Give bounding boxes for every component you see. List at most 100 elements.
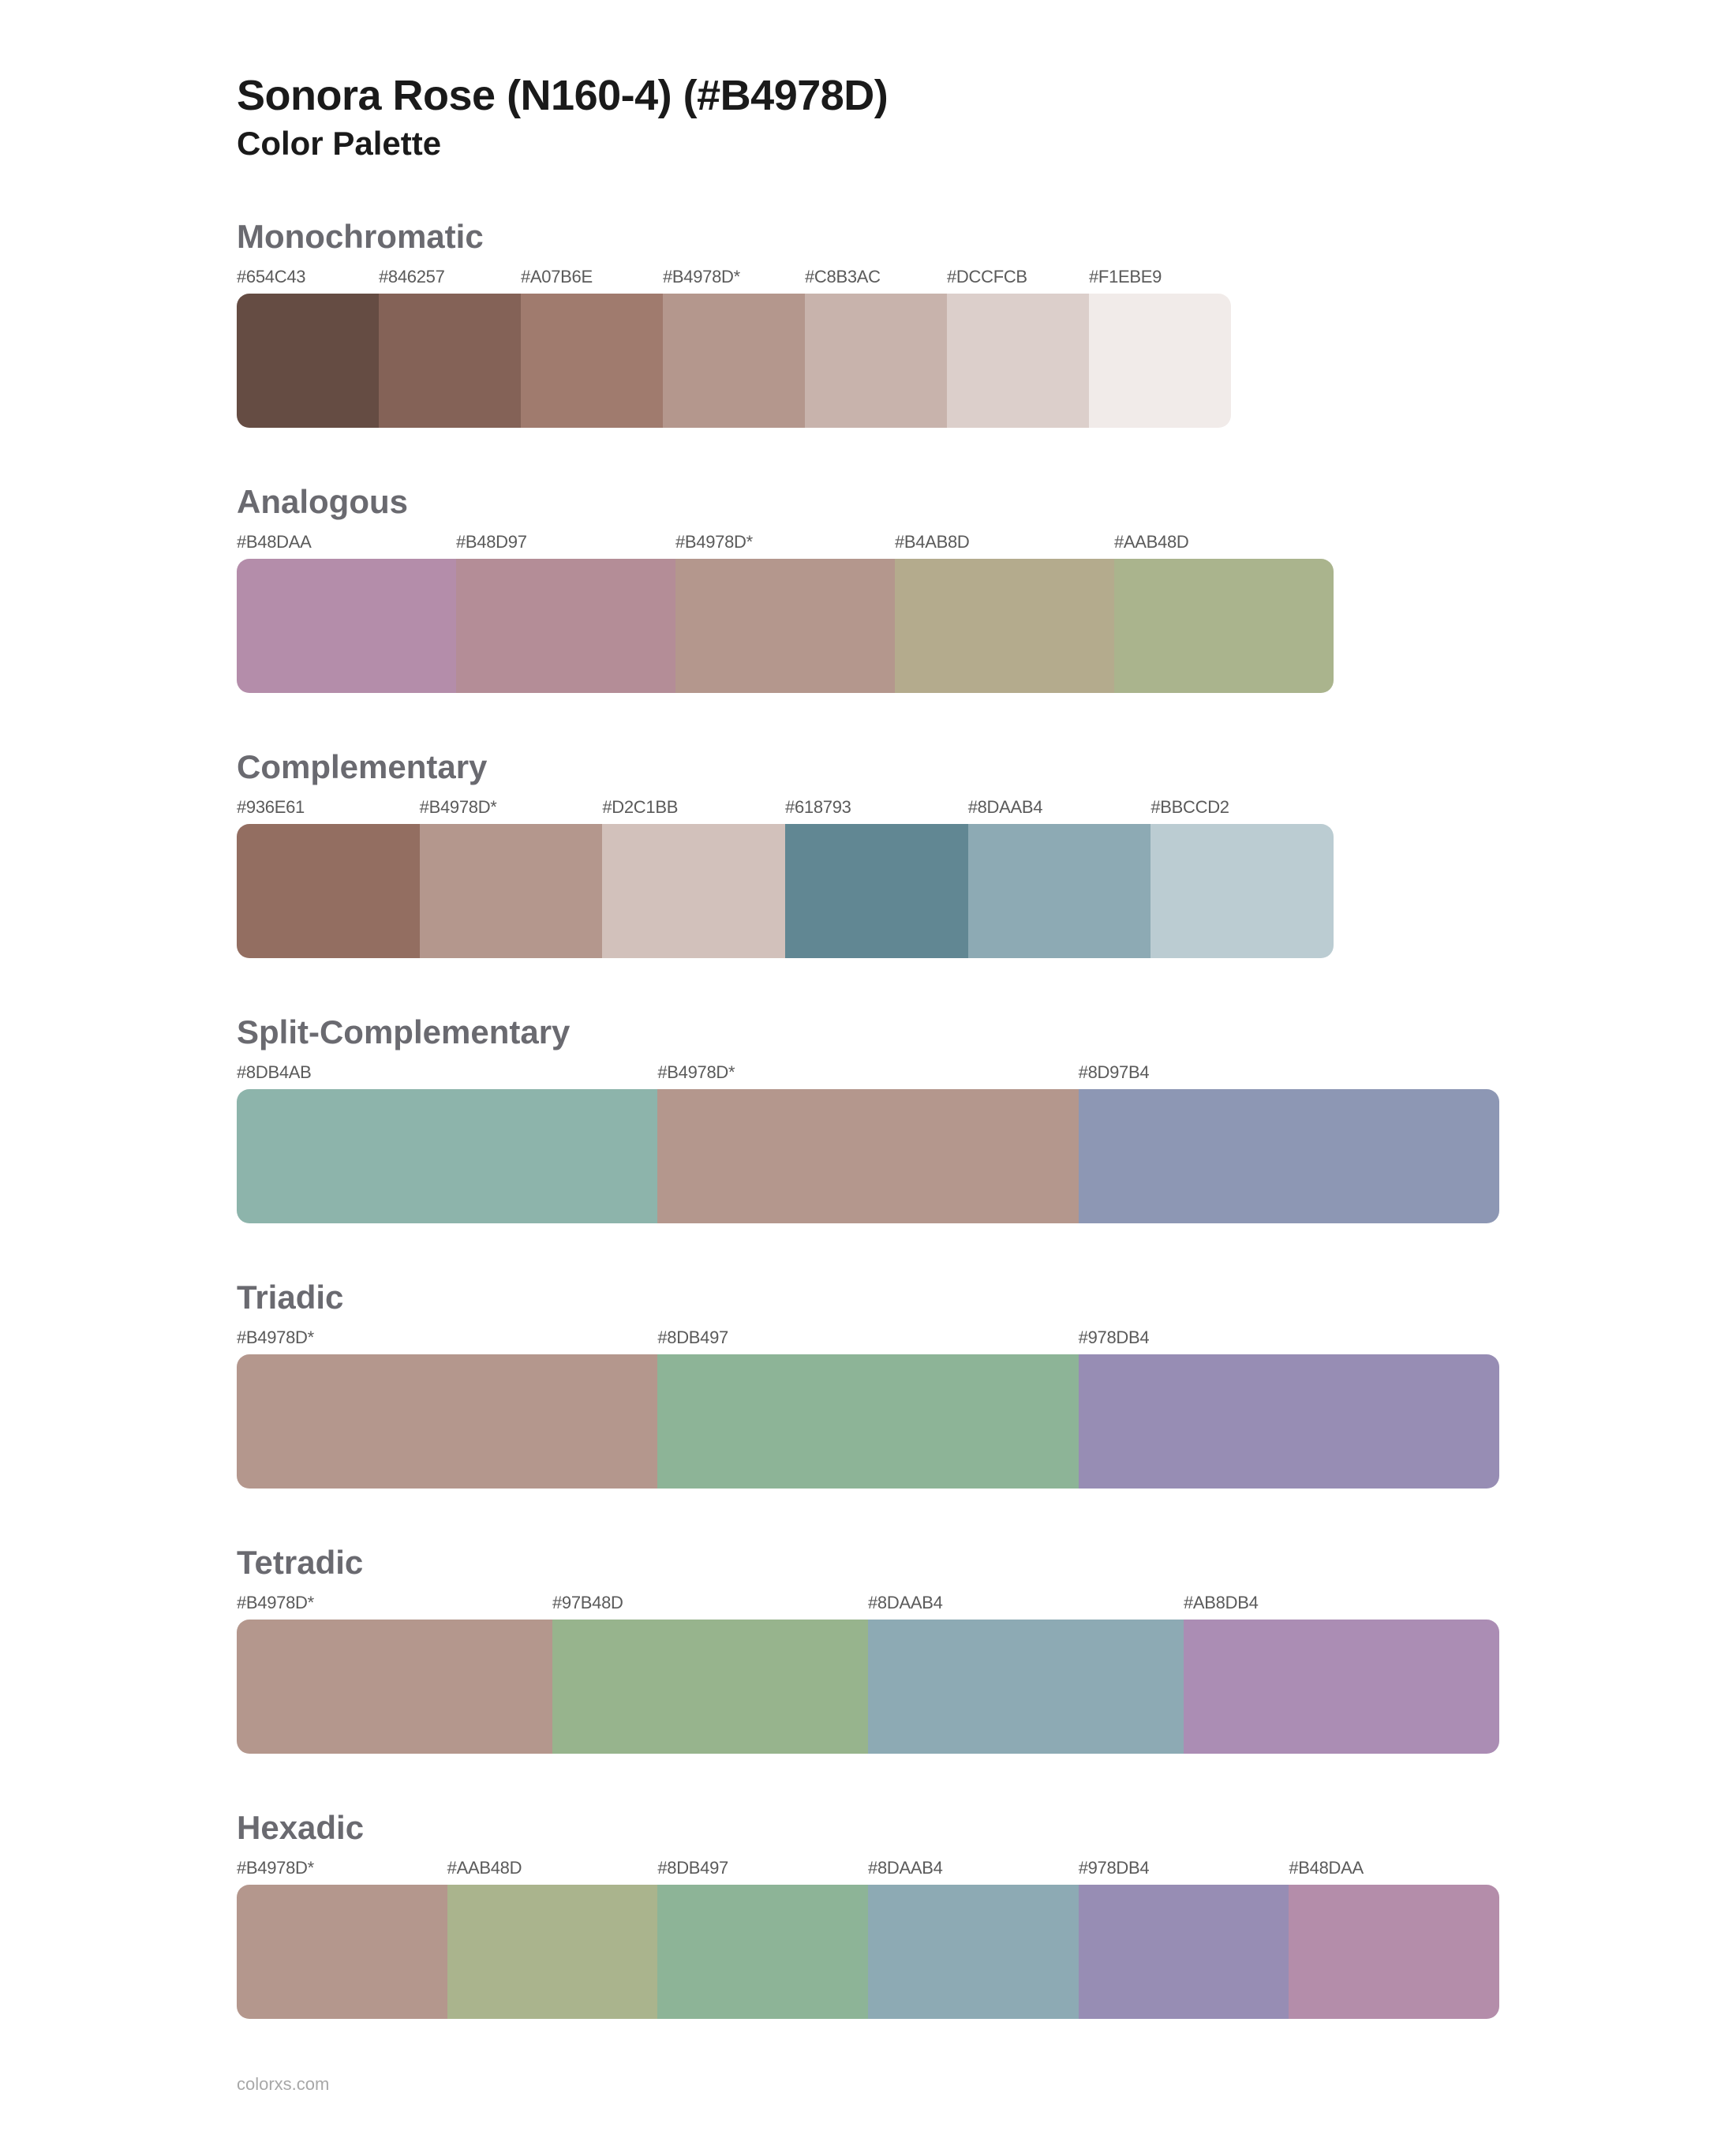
labels-row: #8DB4AB#B4978D*#8D97B4 xyxy=(237,1062,1499,1089)
color-swatch[interactable] xyxy=(947,294,1089,428)
swatch-label: #654C43 xyxy=(237,267,379,294)
color-swatch[interactable] xyxy=(1079,1089,1499,1223)
labels-row: #654C43#846257#A07B6E#B4978D*#C8B3AC#DCC… xyxy=(237,267,1231,294)
color-swatch[interactable] xyxy=(805,294,947,428)
color-swatch[interactable] xyxy=(237,1885,447,2019)
section-title: Monochromatic xyxy=(237,218,1499,256)
labels-row: #B4978D*#8DB497#978DB4 xyxy=(237,1328,1499,1354)
color-swatch[interactable] xyxy=(657,1354,1078,1489)
color-swatch[interactable] xyxy=(420,824,603,958)
swatch-label: #BBCCD2 xyxy=(1150,797,1334,824)
color-swatch[interactable] xyxy=(521,294,663,428)
swatch-label: #A07B6E xyxy=(521,267,663,294)
swatch-label: #8DAAB4 xyxy=(868,1858,1079,1885)
color-swatch[interactable] xyxy=(968,824,1151,958)
swatch-label: #978DB4 xyxy=(1079,1858,1289,1885)
swatch-strip xyxy=(237,294,1231,428)
palette-section: Split-Complementary #8DB4AB#B4978D*#8D97B… xyxy=(237,1013,1499,1223)
color-swatch[interactable] xyxy=(663,294,805,428)
labels-row: #B4978D*#97B48D#8DAAB4#AB8DB4 xyxy=(237,1593,1499,1620)
color-swatch[interactable] xyxy=(1150,824,1334,958)
swatch-label: #846257 xyxy=(379,267,521,294)
swatch-label: #B4978D* xyxy=(663,267,805,294)
swatch-wrap: #B4978D*#8DB497#978DB4 xyxy=(237,1328,1499,1489)
swatch-label: #C8B3AC xyxy=(805,267,947,294)
color-swatch[interactable] xyxy=(1079,1354,1499,1489)
swatch-label: #B4978D* xyxy=(237,1858,447,1885)
labels-row: #936E61#B4978D*#D2C1BB#618793#8DAAB4#BBC… xyxy=(237,797,1334,824)
color-swatch[interactable] xyxy=(675,559,895,693)
labels-row: #B4978D*#AAB48D#8DB497#8DAAB4#978DB4#B48… xyxy=(237,1858,1499,1885)
color-swatch[interactable] xyxy=(237,1354,657,1489)
swatch-wrap: #8DB4AB#B4978D*#8D97B4 xyxy=(237,1062,1499,1223)
color-swatch[interactable] xyxy=(1184,1620,1499,1754)
color-swatch[interactable] xyxy=(1289,1885,1499,2019)
swatch-wrap: #936E61#B4978D*#D2C1BB#618793#8DAAB4#BBC… xyxy=(237,797,1334,958)
color-swatch[interactable] xyxy=(1079,1885,1289,2019)
color-swatch[interactable] xyxy=(1089,294,1231,428)
swatch-label: #B4978D* xyxy=(657,1062,1078,1089)
swatch-strip xyxy=(237,559,1334,693)
swatch-label: #8DB497 xyxy=(657,1328,1078,1354)
color-swatch[interactable] xyxy=(868,1885,1079,2019)
swatch-label: #8DAAB4 xyxy=(868,1593,1184,1620)
palette-section: Complementary #936E61#B4978D*#D2C1BB#6187… xyxy=(237,748,1499,958)
swatch-strip xyxy=(237,1089,1499,1223)
swatch-strip xyxy=(237,1885,1499,2019)
swatch-label: #936E61 xyxy=(237,797,420,824)
swatch-label: #B48DAA xyxy=(1289,1858,1499,1885)
swatch-strip xyxy=(237,1354,1499,1489)
swatch-wrap: #B4978D*#97B48D#8DAAB4#AB8DB4 xyxy=(237,1593,1499,1754)
footer-credit: colorxs.com xyxy=(237,2074,1499,2095)
swatch-strip xyxy=(237,824,1334,958)
sections-container: Monochromatic#654C43#846257#A07B6E#B4978… xyxy=(237,218,1499,2019)
palette-section: Monochromatic #654C43#846257#A07B6E#B4978… xyxy=(237,218,1499,428)
section-title: Split-Complementary xyxy=(237,1013,1499,1051)
color-swatch[interactable] xyxy=(447,1885,658,2019)
swatch-label: #8DAAB4 xyxy=(968,797,1151,824)
palette-page: Sonora Rose (N160-4) (#B4978D) Color Pal… xyxy=(0,0,1736,2142)
swatch-label: #97B48D xyxy=(552,1593,868,1620)
swatch-wrap: #654C43#846257#A07B6E#B4978D*#C8B3AC#DCC… xyxy=(237,267,1231,428)
color-swatch[interactable] xyxy=(602,824,785,958)
color-swatch[interactable] xyxy=(552,1620,868,1754)
swatch-label: #978DB4 xyxy=(1079,1328,1499,1354)
section-title: Hexadic xyxy=(237,1809,1499,1847)
color-swatch[interactable] xyxy=(895,559,1114,693)
color-swatch[interactable] xyxy=(456,559,675,693)
swatch-label: #AAB48D xyxy=(447,1858,658,1885)
swatch-label: #8DB4AB xyxy=(237,1062,657,1089)
color-swatch[interactable] xyxy=(657,1089,1078,1223)
color-swatch[interactable] xyxy=(237,1089,657,1223)
color-swatch[interactable] xyxy=(237,559,456,693)
page-subtitle: Color Palette xyxy=(237,125,1499,163)
color-swatch[interactable] xyxy=(237,824,420,958)
swatch-label: #F1EBE9 xyxy=(1089,267,1231,294)
swatch-label: #B48DAA xyxy=(237,532,456,559)
swatch-label: #AAB48D xyxy=(1114,532,1334,559)
palette-section: Triadic #B4978D*#8DB497#978DB4 xyxy=(237,1279,1499,1489)
swatch-label: #B4978D* xyxy=(675,532,895,559)
color-swatch[interactable] xyxy=(237,294,379,428)
swatch-label: #8DB497 xyxy=(657,1858,868,1885)
swatch-label: #B48D97 xyxy=(456,532,675,559)
color-swatch[interactable] xyxy=(1114,559,1334,693)
color-swatch[interactable] xyxy=(785,824,968,958)
swatch-wrap: #B48DAA#B48D97#B4978D*#B4AB8D#AAB48D xyxy=(237,532,1334,693)
color-swatch[interactable] xyxy=(237,1620,552,1754)
swatch-label: #B4978D* xyxy=(237,1328,657,1354)
swatch-label: #8D97B4 xyxy=(1079,1062,1499,1089)
color-swatch[interactable] xyxy=(657,1885,868,2019)
swatch-label: #D2C1BB xyxy=(602,797,785,824)
swatch-label: #B4AB8D xyxy=(895,532,1114,559)
section-title: Analogous xyxy=(237,483,1499,521)
color-swatch[interactable] xyxy=(868,1620,1184,1754)
swatch-label: #AB8DB4 xyxy=(1184,1593,1499,1620)
swatch-label: #DCCFCB xyxy=(947,267,1089,294)
swatch-label: #B4978D* xyxy=(237,1593,552,1620)
labels-row: #B48DAA#B48D97#B4978D*#B4AB8D#AAB48D xyxy=(237,532,1334,559)
color-swatch[interactable] xyxy=(379,294,521,428)
section-title: Triadic xyxy=(237,1279,1499,1316)
section-title: Complementary xyxy=(237,748,1499,786)
page-title: Sonora Rose (N160-4) (#B4978D) xyxy=(237,71,1499,120)
